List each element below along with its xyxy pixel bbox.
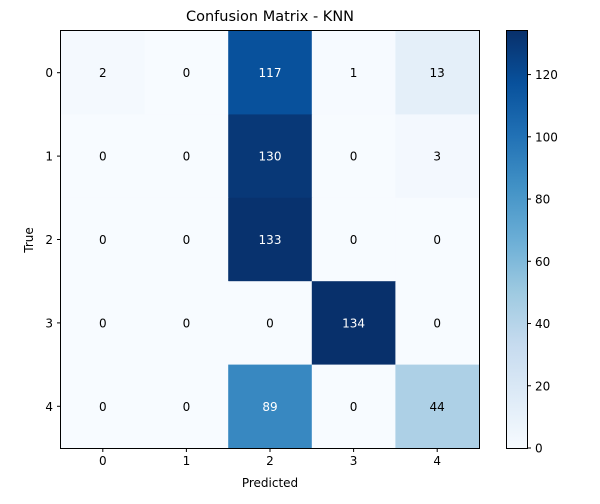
cell-value-label: 133: [259, 233, 282, 247]
cell-value-label: 0: [433, 233, 441, 247]
heatmap-cell: [228, 281, 313, 366]
y-tick-label: 2: [45, 233, 53, 247]
x-axis-ticks: 0 1 2 3 4: [99, 448, 441, 468]
cell-value-label: 3: [433, 150, 441, 164]
cell-value-label: 44: [430, 400, 445, 414]
heatmap-cell: [311, 114, 396, 199]
heatmap-cell: [395, 31, 480, 115]
y-tick-label: 4: [45, 400, 53, 414]
cell-value-label: 2: [99, 66, 107, 80]
heatmap-cell: [144, 114, 229, 199]
heatmap-cell: [228, 197, 313, 282]
heatmap-cell: [228, 31, 313, 115]
y-tick-label: 1: [45, 150, 53, 164]
cell-value-label: 0: [183, 150, 191, 164]
heatmap-cell: [228, 364, 313, 449]
heatmap-cell: [61, 31, 146, 115]
heatmap-cell: [395, 281, 480, 366]
chart-title: Confusion Matrix - KNN: [186, 9, 354, 25]
cell-value-label: 13: [430, 66, 445, 80]
heatmap-cell: [144, 281, 229, 366]
colorbar-tick-label: 60: [535, 255, 550, 269]
colorbar-frame: [506, 30, 528, 449]
x-tick-label: 3: [350, 454, 358, 468]
heatmap-cell: [311, 197, 396, 282]
cell-annotations: 2 0 117 1 130 0 130 0 30 0 133 0 00 0 0 134 00 0 89 0 44: [99, 66, 445, 414]
cell-value-label: 0: [99, 316, 107, 330]
heatmap-cell: [61, 114, 146, 199]
colorbar: [506, 31, 527, 449]
heatmap-cell: [61, 281, 146, 366]
heatmap-cell: [395, 197, 480, 282]
y-tick-label: 0: [45, 66, 53, 80]
cell-value-label: 0: [183, 233, 191, 247]
cell-value-label: 0: [266, 316, 274, 330]
cell-value-label: 0: [350, 400, 358, 414]
y-tick-label: 3: [45, 316, 53, 330]
x-tick-label: 2: [266, 454, 274, 468]
cell-value-label: 0: [183, 316, 191, 330]
heatmap-cell: [144, 197, 229, 282]
cell-value-label: 0: [350, 233, 358, 247]
colorbar-tick-label: 80: [535, 193, 550, 207]
colorbar-tick-label: 100: [535, 130, 558, 144]
heatmap-cell: [395, 364, 480, 449]
heatmap-cell: [144, 31, 229, 115]
x-tick-label: 1: [183, 454, 191, 468]
colorbar-tick-label: 40: [535, 317, 550, 331]
cell-value-label: 0: [99, 150, 107, 164]
colorbar-tick-label: 20: [535, 379, 550, 393]
cell-value-label: 117: [259, 66, 282, 80]
heatmap-cell: [311, 364, 396, 449]
colorbar-tick-label: 120: [535, 68, 558, 82]
x-tick-label: 0: [99, 454, 107, 468]
x-axis-label: Predicted: [242, 476, 298, 490]
colorbar-tick-label: 0: [535, 442, 543, 456]
heatmap-cell: [395, 114, 480, 199]
y-axis-ticks: 0 1 2 3 4: [45, 66, 61, 414]
heatmap-cell: [61, 197, 146, 282]
y-axis-label: True: [22, 227, 36, 254]
cell-value-label: 89: [262, 400, 277, 414]
cell-value-label: 0: [433, 316, 441, 330]
cell-value-label: 134: [342, 316, 365, 330]
heatmap-cell: [311, 281, 396, 366]
heatmap-grid: [61, 31, 480, 449]
cell-value-label: 0: [183, 66, 191, 80]
x-tick-label: 4: [433, 454, 441, 468]
cell-value-label: 0: [99, 233, 107, 247]
colorbar-ticks: 0 20 40 60 80 100 120: [527, 68, 558, 456]
cell-value-label: 0: [350, 150, 358, 164]
heatmap-cell: [311, 31, 396, 115]
cell-value-label: 0: [99, 400, 107, 414]
heatmap-cell: [144, 364, 229, 449]
cell-value-label: 1: [350, 66, 358, 80]
cell-value-label: 0: [183, 400, 191, 414]
heatmap-cell: [61, 364, 146, 449]
heatmap-cell: [228, 114, 313, 199]
cell-value-label: 130: [259, 150, 282, 164]
